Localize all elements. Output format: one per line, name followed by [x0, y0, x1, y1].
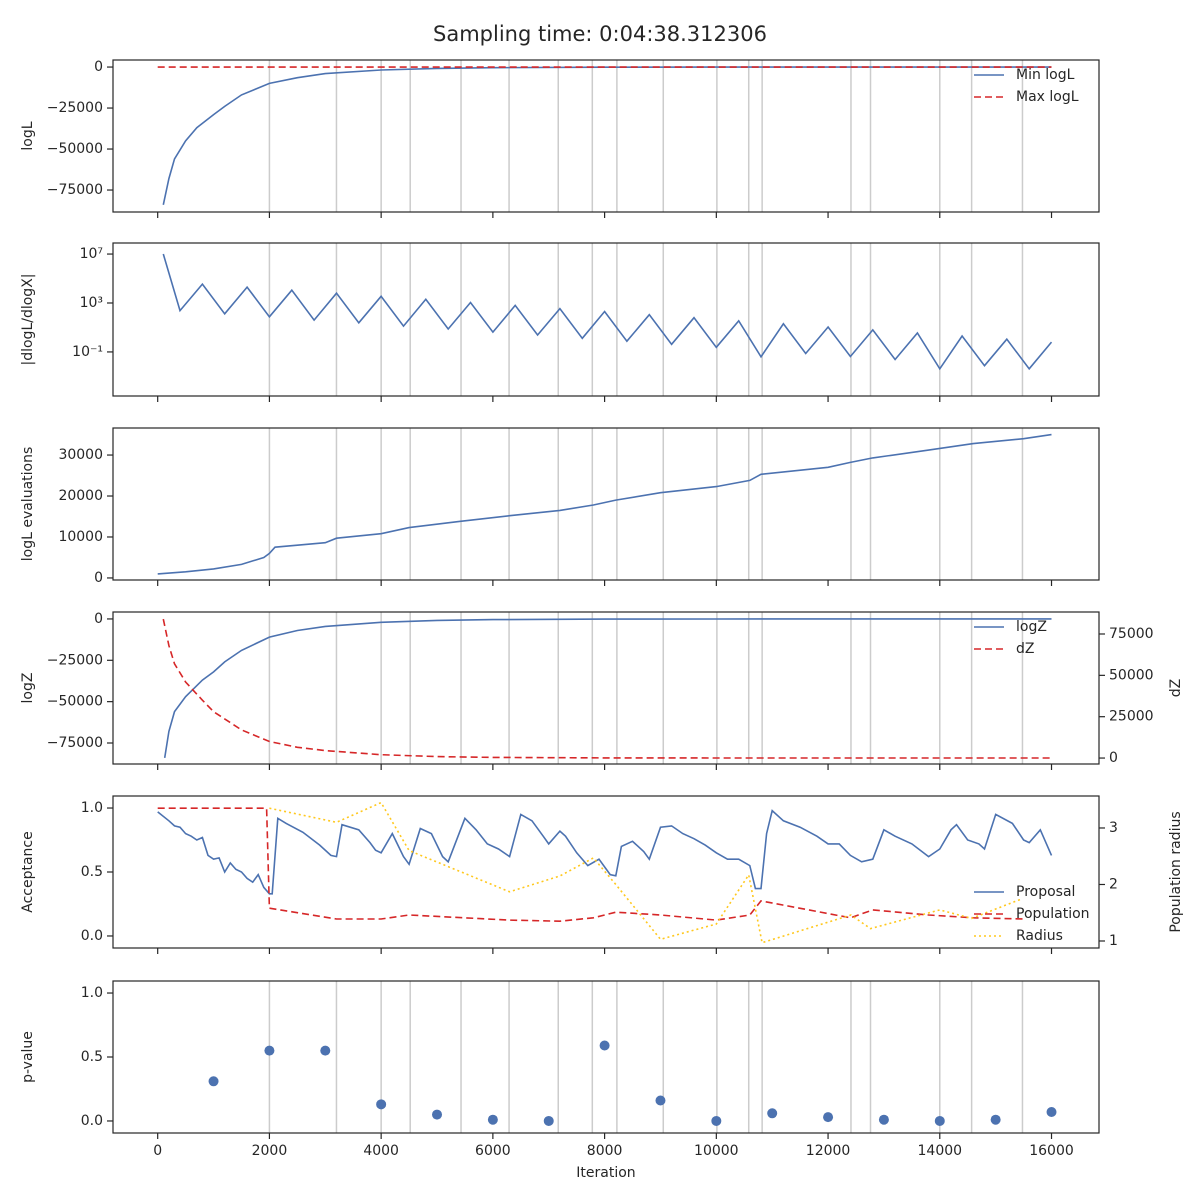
x-axis-label: Iteration [576, 1165, 635, 1181]
series-line [157, 433, 1052, 575]
y-tick-label: −75000 [47, 735, 103, 751]
point [1046, 1107, 1057, 1118]
y-tick-label: 0 [94, 59, 103, 75]
axes-frame [112, 427, 1100, 581]
legend-label: Proposal [1016, 884, 1075, 900]
y-axis-label: logZ [20, 673, 36, 704]
y2-tick-label: 50000 [1109, 667, 1154, 683]
y-axis-label: logL evaluations [20, 447, 36, 562]
y-tick-label: 10000 [58, 529, 103, 545]
point [543, 1115, 554, 1126]
x-tick-label: 2000 [252, 1143, 288, 1159]
y2-tick-label: 25000 [1109, 709, 1154, 725]
point [432, 1109, 443, 1120]
y-tick-label: −50000 [47, 141, 103, 157]
point [711, 1115, 722, 1126]
y-axis-label: Acceptance [20, 831, 36, 912]
y-tick-label: 0.0 [81, 1113, 103, 1129]
y-tick-label: 10⁻¹ [72, 344, 103, 360]
x-tick-label: 12000 [806, 1143, 851, 1159]
y-tick-label: −25000 [47, 652, 103, 668]
point [823, 1112, 834, 1123]
axes-frame [112, 242, 1100, 397]
y-tick-label: 1.0 [81, 800, 103, 816]
y-tick-label: 0.5 [81, 864, 103, 880]
y-axis-label: |dlogL/dlogX| [20, 274, 36, 366]
point [376, 1099, 387, 1110]
point [990, 1114, 1001, 1125]
point [655, 1095, 666, 1106]
y-tick-label: −75000 [47, 182, 103, 198]
y-tick-label: 0.5 [81, 1049, 103, 1065]
y-tick-label: 20000 [58, 488, 103, 504]
series-line [162, 618, 1052, 759]
figure-title: Sampling time: 0:04:38.312306 [433, 22, 767, 46]
x-tick-label: 6000 [475, 1143, 511, 1159]
point [878, 1114, 889, 1125]
series-line [157, 809, 1053, 895]
y-tick-label: −25000 [47, 100, 103, 116]
x-tick-label: 10000 [694, 1143, 739, 1159]
point [320, 1045, 331, 1056]
axes-frame [112, 980, 1100, 1134]
series-line [269, 801, 1023, 944]
point [487, 1114, 498, 1125]
axes-frame [112, 795, 1100, 949]
point [767, 1108, 778, 1119]
axes-frame [112, 59, 1100, 213]
y2-axis-label: dZ [1168, 679, 1184, 697]
series-line [157, 807, 1024, 923]
point [264, 1045, 275, 1056]
y-axis-label: logL [20, 121, 36, 150]
axes-frame [112, 611, 1100, 765]
y-tick-label: 10³ [80, 295, 103, 311]
legend-label: dZ [1016, 641, 1034, 657]
y-tick-label: 0.0 [81, 928, 103, 944]
y2-tick-label: 2 [1109, 876, 1118, 892]
legend-label: Population [1016, 906, 1090, 922]
y2-tick-label: 0 [1109, 750, 1118, 766]
legend-label: Max logL [1016, 89, 1079, 105]
y2-tick-label: 75000 [1109, 626, 1154, 642]
legend-label: Min logL [1016, 67, 1075, 83]
series-line [162, 253, 1053, 371]
y-tick-label: 0 [94, 570, 103, 586]
y-tick-label: 1.0 [81, 985, 103, 1001]
point [599, 1040, 610, 1051]
series-line [163, 618, 1052, 759]
y-tick-label: 30000 [58, 447, 103, 463]
x-tick-label: 8000 [587, 1143, 623, 1159]
y-axis-label: p-value [20, 1031, 36, 1083]
y2-tick-label: 3 [1109, 820, 1118, 836]
legend-label: logZ [1016, 619, 1047, 635]
x-tick-label: 0 [153, 1143, 162, 1159]
x-tick-label: 14000 [918, 1143, 963, 1159]
point [934, 1115, 945, 1126]
y2-tick-label: 1 [1109, 933, 1118, 949]
x-tick-label: 16000 [1029, 1143, 1074, 1159]
y-tick-label: 0 [94, 611, 103, 627]
legend-label: Radius [1016, 928, 1063, 944]
y-tick-label: 10⁷ [80, 246, 103, 262]
point [208, 1076, 219, 1087]
y2-axis-label: Population radius [1168, 811, 1184, 932]
y-tick-label: −50000 [47, 694, 103, 710]
x-tick-label: 4000 [363, 1143, 399, 1159]
series-line [162, 66, 1052, 205]
